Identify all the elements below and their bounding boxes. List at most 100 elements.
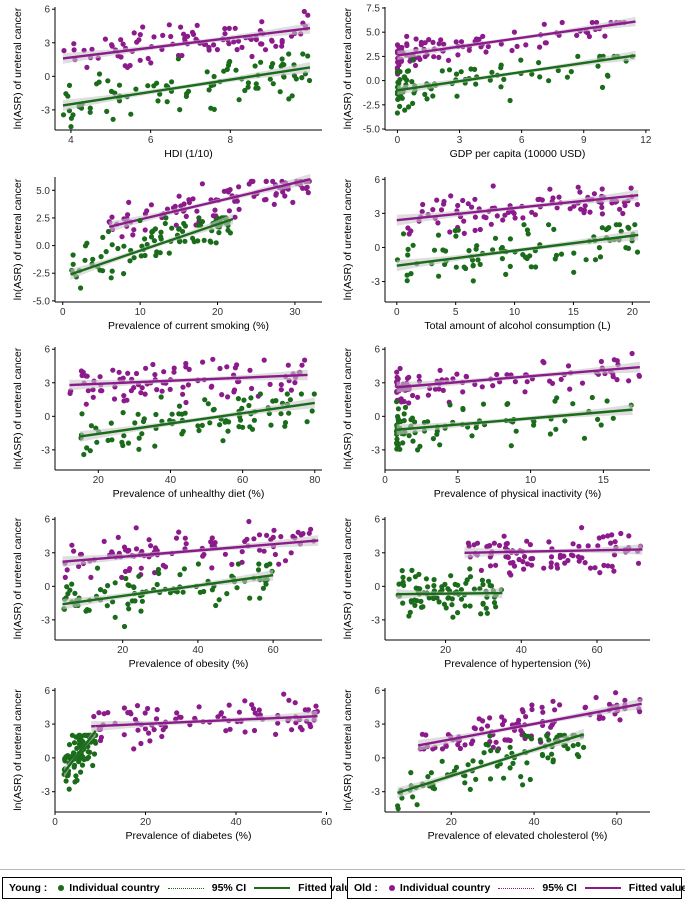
young-point bbox=[311, 391, 317, 397]
y-tick-label: 6 bbox=[44, 5, 50, 16]
young-point bbox=[66, 82, 73, 88]
old-point bbox=[288, 387, 294, 393]
old-point bbox=[89, 46, 95, 53]
young-point bbox=[253, 81, 259, 87]
young-point bbox=[430, 785, 436, 791]
young-point bbox=[445, 595, 451, 601]
young-point bbox=[98, 254, 104, 260]
young-point bbox=[394, 399, 400, 405]
young-point bbox=[545, 755, 551, 761]
young-point bbox=[225, 227, 231, 233]
old-point bbox=[558, 376, 564, 382]
young-point bbox=[299, 75, 305, 81]
panel-6: 0 5 10 15 -3 0 3 6 Prevalence of physical inacti… bbox=[342, 345, 650, 500]
young-point bbox=[467, 566, 473, 572]
young-point bbox=[282, 420, 289, 426]
old-point bbox=[88, 574, 94, 581]
young-point bbox=[406, 433, 412, 439]
young-point bbox=[152, 443, 158, 449]
old-point bbox=[541, 565, 547, 571]
x-axis-label: Prevalence of elevated cholesterol (%) bbox=[428, 830, 608, 842]
old-point bbox=[133, 370, 140, 377]
young-point bbox=[65, 591, 71, 597]
young-point bbox=[623, 245, 629, 251]
young-point bbox=[394, 446, 400, 452]
old-point bbox=[441, 201, 447, 207]
old-point bbox=[102, 36, 108, 42]
old-point bbox=[151, 34, 157, 40]
young-point bbox=[241, 397, 247, 403]
young-point bbox=[469, 433, 475, 439]
old-point bbox=[611, 568, 617, 574]
old-point bbox=[404, 41, 410, 47]
young-point bbox=[300, 51, 306, 57]
old-point bbox=[550, 698, 556, 704]
young-point bbox=[507, 765, 513, 771]
old-point bbox=[249, 53, 255, 60]
old-point bbox=[496, 542, 503, 549]
young-point bbox=[136, 573, 142, 579]
young-point bbox=[404, 272, 410, 278]
young-point bbox=[599, 225, 605, 231]
old-point bbox=[605, 563, 611, 569]
old-point bbox=[408, 228, 414, 234]
x-tick-label: 6 bbox=[148, 135, 154, 146]
young-point bbox=[412, 602, 418, 609]
young-point bbox=[458, 587, 464, 593]
old-point bbox=[419, 731, 425, 737]
young-point bbox=[394, 69, 400, 75]
young-point bbox=[436, 273, 442, 279]
old-point bbox=[273, 43, 279, 49]
old-fitted-line bbox=[69, 373, 308, 387]
young-point bbox=[90, 256, 96, 262]
y-tick-label: 0 bbox=[374, 753, 380, 764]
young-point bbox=[490, 247, 496, 253]
young-point bbox=[109, 437, 115, 443]
old-point bbox=[529, 209, 535, 215]
old-point bbox=[426, 37, 432, 43]
young-point bbox=[87, 105, 93, 111]
young-fitted-line bbox=[70, 217, 234, 276]
old-point bbox=[180, 384, 186, 390]
young-point bbox=[508, 443, 514, 449]
young-point bbox=[123, 575, 129, 582]
old-point bbox=[194, 22, 200, 28]
old-point bbox=[579, 380, 586, 386]
young-point bbox=[139, 598, 145, 604]
y-tick-label: 6 bbox=[374, 515, 380, 526]
young-point bbox=[112, 614, 118, 620]
young-point bbox=[84, 240, 90, 246]
young-point bbox=[531, 422, 537, 428]
young-point bbox=[179, 431, 185, 437]
old-point bbox=[109, 214, 115, 220]
old-point bbox=[219, 392, 225, 398]
young-point bbox=[225, 428, 231, 434]
y-tick-label: 6 bbox=[44, 515, 50, 526]
young-point bbox=[437, 442, 443, 448]
young-point bbox=[400, 440, 406, 446]
x-tick-label: 60 bbox=[268, 645, 280, 656]
old-point bbox=[527, 542, 534, 548]
old-point bbox=[598, 358, 605, 365]
old-point bbox=[256, 707, 262, 713]
old-point bbox=[439, 746, 446, 752]
y-tick-label: 7.5 bbox=[366, 3, 380, 14]
legend-old-ci-line-icon bbox=[498, 887, 535, 889]
old-point bbox=[614, 377, 620, 383]
young-point bbox=[267, 561, 273, 567]
old-point bbox=[122, 568, 129, 575]
old-point bbox=[180, 391, 186, 397]
old-point bbox=[579, 525, 585, 531]
young-point bbox=[431, 247, 438, 253]
old-point bbox=[465, 201, 471, 207]
old-point bbox=[148, 543, 154, 549]
young-point bbox=[394, 436, 400, 442]
old-point bbox=[71, 47, 77, 53]
young-point bbox=[164, 99, 170, 105]
old-point bbox=[131, 227, 137, 233]
young-point bbox=[109, 242, 115, 248]
young-point bbox=[400, 579, 406, 585]
old-point bbox=[171, 369, 177, 375]
old-point bbox=[209, 565, 215, 571]
old-point bbox=[488, 221, 494, 227]
